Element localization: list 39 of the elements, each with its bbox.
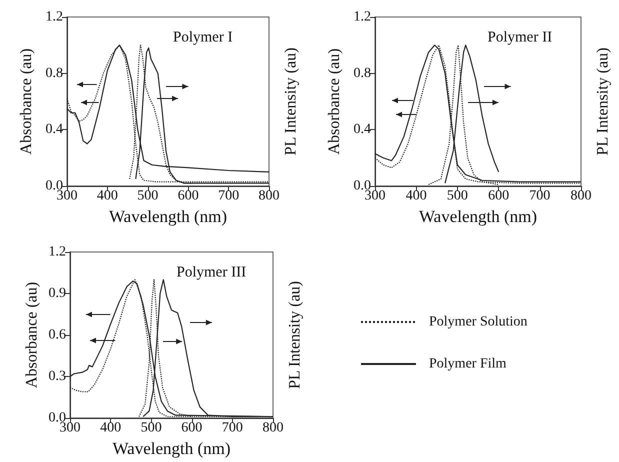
- y2-axis-title: PL Intensity (au): [286, 281, 304, 389]
- y-tick-label: 0.8: [354, 66, 371, 81]
- x-tick-label: 400: [100, 420, 122, 436]
- x-tick-label: 800: [570, 188, 592, 204]
- x-tick-label: 700: [222, 420, 243, 436]
- x-tick-label: 600: [488, 188, 510, 204]
- x-axis-title: Wavelength (nm): [112, 439, 231, 458]
- y-tick-label: 0.3: [48, 369, 66, 384]
- x-tick-label: 700: [218, 188, 240, 204]
- y-axis-title: Absorbance (au): [326, 48, 344, 155]
- y-tick-label: 0.6: [48, 328, 66, 342]
- y-tick-label: 0.8: [46, 66, 63, 81]
- y-tick-label: 0.4: [354, 122, 371, 138]
- y-tick-label: 0.9: [48, 286, 66, 301]
- legend-label: Polymer Film: [429, 356, 507, 372]
- text: Polymer III: [176, 264, 246, 280]
- x-tick-label: 800: [262, 420, 284, 436]
- x-tick-label: 400: [406, 188, 427, 204]
- x-tick-label: 700: [529, 188, 550, 204]
- x-axis-title: Wavelength (nm): [418, 207, 538, 226]
- x-axis-title: Wavelength (nm): [108, 207, 228, 226]
- x-tick-label: 600: [181, 420, 202, 436]
- y-tick-label: 0.4: [46, 122, 63, 138]
- y-tick-label: 1.2: [354, 10, 371, 24]
- x-tick-label: 800: [258, 188, 280, 204]
- y-tick-label: 1.2: [46, 10, 63, 24]
- x-tick-label: 500: [140, 420, 162, 436]
- y2-axis-title: PL Intensity (au): [282, 48, 300, 156]
- x-tick-label: 600: [178, 188, 199, 204]
- x-tick-label: 500: [446, 188, 468, 204]
- text: Polymer I: [173, 30, 233, 46]
- y-tick-label: 1.2: [48, 244, 66, 260]
- legend-label: Polymer Solution: [429, 314, 528, 330]
- x-tick-label: 400: [96, 188, 118, 204]
- x-tick-label: 500: [137, 188, 158, 204]
- y-axis-title: Absorbance (au): [24, 282, 40, 388]
- y-axis-title: Absorbance (au): [18, 48, 36, 155]
- y2-axis-title: PL Intensity (au): [594, 48, 612, 156]
- text: Polymer II: [488, 30, 552, 46]
